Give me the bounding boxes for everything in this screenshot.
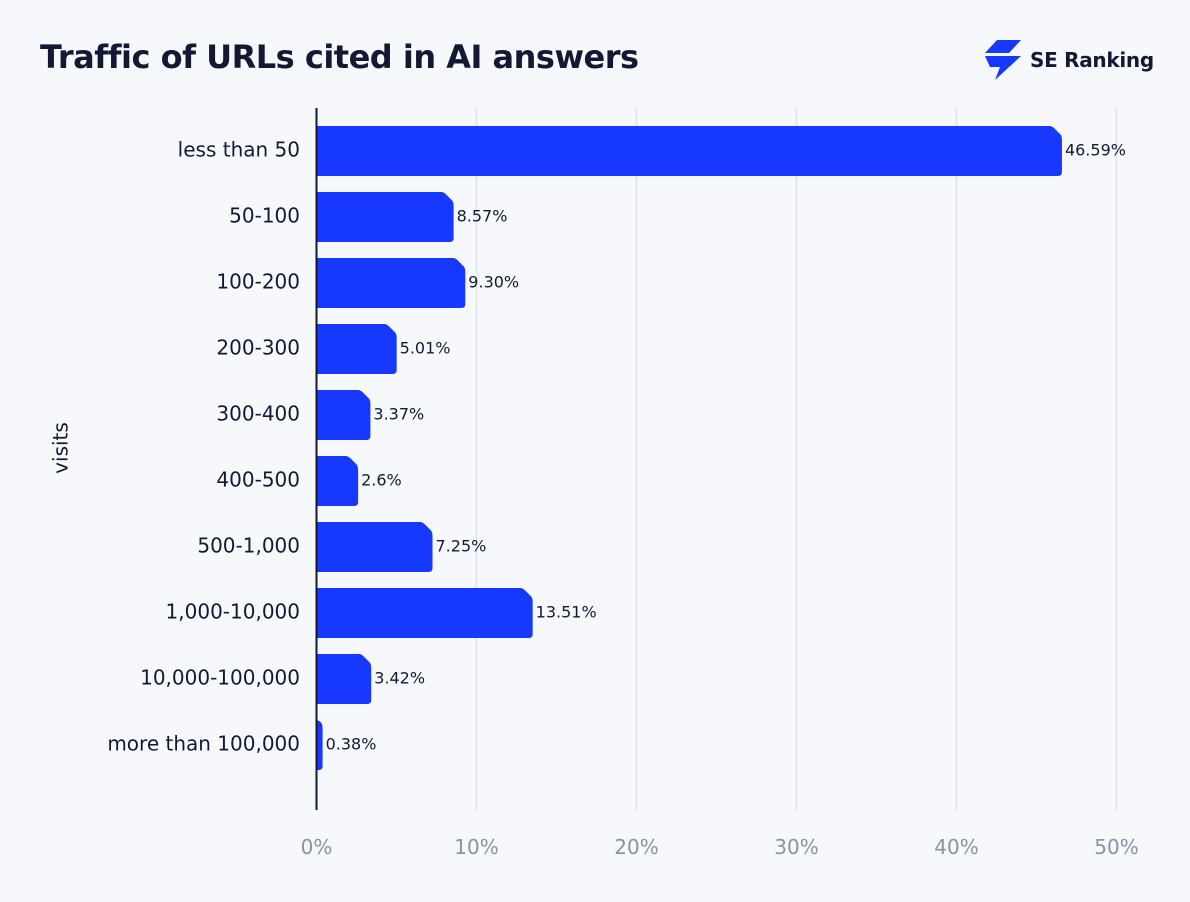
category-label: 1,000-10,000 (166, 600, 300, 624)
category-label: 500-1,000 (197, 534, 300, 558)
gridlines (475, 108, 1118, 810)
value-label: 5.01% (400, 339, 451, 358)
bar (316, 720, 323, 770)
category-label: more than 100,000 (107, 732, 300, 756)
x-tick-label: 50% (1094, 835, 1138, 859)
value-label: 46.59% (1065, 141, 1126, 160)
value-label: 7.25% (436, 537, 487, 556)
y-axis-title: visits (49, 422, 73, 474)
bar (316, 456, 359, 506)
x-tick-label: 20% (614, 835, 658, 859)
lightning-bolt-icon (985, 40, 1021, 80)
bar (316, 192, 454, 242)
x-tick-label: 40% (934, 835, 978, 859)
bar (316, 522, 433, 572)
value-label: 9.30% (468, 273, 519, 292)
value-label: 0.38% (326, 735, 377, 754)
bar (316, 588, 533, 638)
bar (316, 324, 397, 374)
labels: 0% 10% 20% 30% 40% 50% less than 50 46.59% 50-10… (107, 138, 1138, 860)
value-label: 13.51% (536, 603, 597, 622)
bar (316, 126, 1062, 176)
bar (316, 654, 372, 704)
bar (316, 390, 371, 440)
category-label: less than 50 (178, 138, 300, 162)
brand-logo: SE Ranking (984, 39, 1154, 81)
bar (316, 258, 466, 308)
x-tick-label: 10% (454, 835, 498, 859)
category-label: 300-400 (216, 402, 300, 426)
brand-name: SE Ranking (1030, 48, 1154, 72)
value-label: 3.42% (374, 669, 425, 688)
x-tick-label: 30% (774, 835, 818, 859)
category-label: 50-100 (229, 204, 300, 228)
bars (316, 126, 1062, 770)
chart-title: Traffic of URLs cited in AI answers (40, 38, 639, 76)
value-label: 3.37% (373, 405, 424, 424)
category-label: 200-300 (216, 336, 300, 360)
category-label: 10,000-100,000 (140, 666, 300, 690)
value-label: 2.6% (361, 471, 402, 490)
category-label: 400-500 (216, 468, 300, 492)
x-tick-label: 0% (301, 835, 333, 859)
category-label: 100-200 (216, 270, 300, 294)
value-label: 8.57% (457, 207, 508, 226)
